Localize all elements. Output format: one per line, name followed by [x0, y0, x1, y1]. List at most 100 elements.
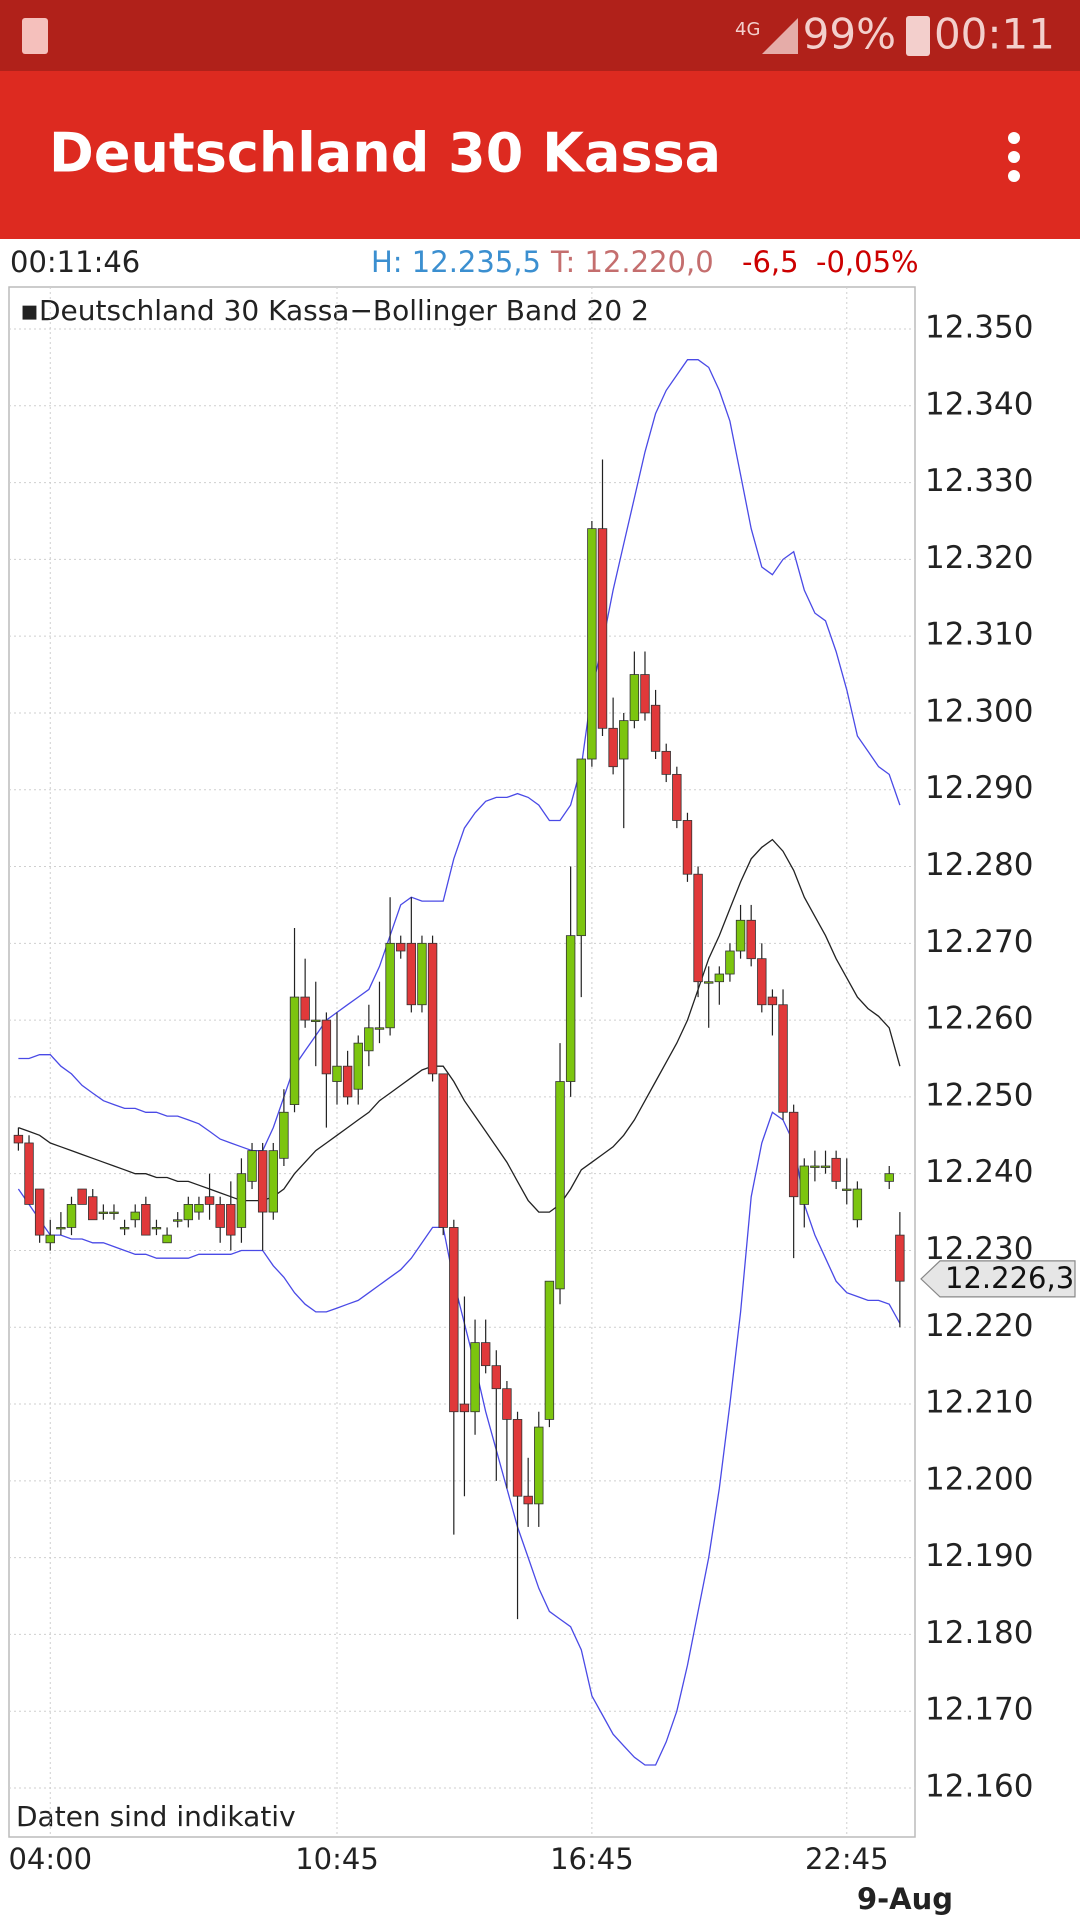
y-tick-label: 12.170 [925, 1692, 1033, 1728]
candle-body [650, 704, 661, 752]
candle-body [714, 973, 725, 983]
menu-dot[interactable] [1008, 170, 1020, 182]
candle-body [842, 1188, 852, 1191]
candle-body [619, 720, 629, 760]
candle-body [215, 1204, 225, 1228]
menu-dot[interactable] [1008, 151, 1020, 163]
candle-body [427, 942, 438, 1075]
y-tick-label: 12.190 [925, 1538, 1033, 1574]
plot-frame [8, 286, 916, 1838]
candle-body [661, 750, 671, 775]
band-line [18, 838, 901, 1213]
candle-body [746, 919, 756, 960]
candle-body [236, 1173, 247, 1228]
candle-body [77, 1188, 87, 1205]
candle-body [194, 1204, 204, 1213]
x-tick-label: 10:45 [295, 1842, 379, 1876]
date-label: 9-Aug [857, 1882, 953, 1916]
candle-body [385, 942, 395, 1029]
candle-body [672, 773, 682, 821]
status-bar [0, 0, 1080, 71]
candle-body [820, 1165, 831, 1168]
y-tick-label: 12.300 [925, 693, 1033, 729]
candle-body [204, 1196, 215, 1205]
candle-body [406, 942, 417, 1006]
candle-body [852, 1188, 863, 1221]
y-tick-label: 12.250 [925, 1077, 1033, 1113]
candle-body [141, 1204, 151, 1236]
x-tick-label: 04:00 [8, 1842, 92, 1876]
candle-body [226, 1204, 236, 1236]
candle-body [640, 674, 650, 714]
candle-body [555, 1081, 565, 1290]
legend: ▪Deutschland 30 Kassa−Bollinger Band 20 … [20, 294, 649, 327]
candle-body [342, 1065, 353, 1098]
battery: 99% [803, 10, 896, 59]
candle-body [459, 1403, 470, 1413]
y-tick-label: 12.180 [925, 1615, 1033, 1651]
candle-body [502, 1388, 512, 1420]
info-high: H: 12.235,5 [371, 245, 541, 279]
candle-body [470, 1342, 480, 1413]
candle-body [247, 1150, 257, 1182]
candle-body [268, 1150, 278, 1213]
candle-body [682, 820, 693, 875]
info-low: T: 12.220,0 [550, 245, 714, 279]
y-tick-label: 12.220 [925, 1308, 1033, 1344]
candle-body [512, 1419, 523, 1497]
candle-body [353, 1042, 363, 1090]
candle-body [597, 528, 608, 729]
band-line [18, 359, 901, 1152]
candle-body [396, 942, 406, 952]
candle-body [576, 758, 586, 937]
y-tick-label: 12.260 [925, 1001, 1033, 1037]
candle-body [449, 1227, 459, 1413]
x-tick-label: 16:45 [550, 1842, 634, 1876]
candle-body [608, 727, 618, 768]
info-change-pct: -0,05% [816, 245, 919, 279]
candle-body [311, 1019, 321, 1023]
candle-body [13, 1134, 24, 1144]
candle-body [56, 1227, 66, 1230]
battery-icon [906, 16, 930, 56]
menu-dot[interactable] [1008, 132, 1020, 144]
candle-body [693, 873, 703, 983]
last-price-label: 12.226,3 [945, 1261, 1074, 1295]
candle-body [45, 1234, 55, 1244]
candle-body [629, 674, 640, 722]
y-tick-label: 12.290 [925, 770, 1033, 806]
band-line [17, 1111, 901, 1766]
y-tick-label: 12.160 [925, 1769, 1033, 1805]
candle-body [119, 1227, 130, 1230]
candle-body [544, 1280, 555, 1420]
menu-button[interactable] [1008, 132, 1020, 182]
candle-body [735, 919, 746, 952]
candle-body [757, 958, 767, 1006]
y-tick-label: 12.340 [925, 386, 1033, 422]
candle-body [587, 528, 597, 760]
candle-body [300, 996, 310, 1021]
candle-body [480, 1342, 491, 1367]
app-bar [0, 71, 1080, 239]
candle-body [799, 1165, 809, 1205]
candle-body [523, 1495, 533, 1505]
candle-body [34, 1188, 45, 1236]
y-tick-label: 12.210 [925, 1385, 1033, 1421]
app-title: Deutschland 30 Kassa [49, 122, 721, 185]
candle-body [321, 1019, 332, 1075]
y-tick-label: 12.280 [925, 847, 1033, 883]
candle-body [788, 1111, 799, 1198]
candle-body [257, 1150, 268, 1213]
candle-body [109, 1211, 119, 1214]
candle-body [332, 1065, 342, 1082]
status-icon [22, 18, 48, 54]
candle-body [364, 1027, 374, 1052]
candle-body [725, 950, 735, 975]
candle-body [172, 1219, 183, 1222]
candle-body [767, 996, 778, 1006]
y-tick-label: 12.200 [925, 1461, 1033, 1497]
annotation: Daten sind indikativ [16, 1800, 296, 1833]
candle-body [162, 1234, 172, 1244]
